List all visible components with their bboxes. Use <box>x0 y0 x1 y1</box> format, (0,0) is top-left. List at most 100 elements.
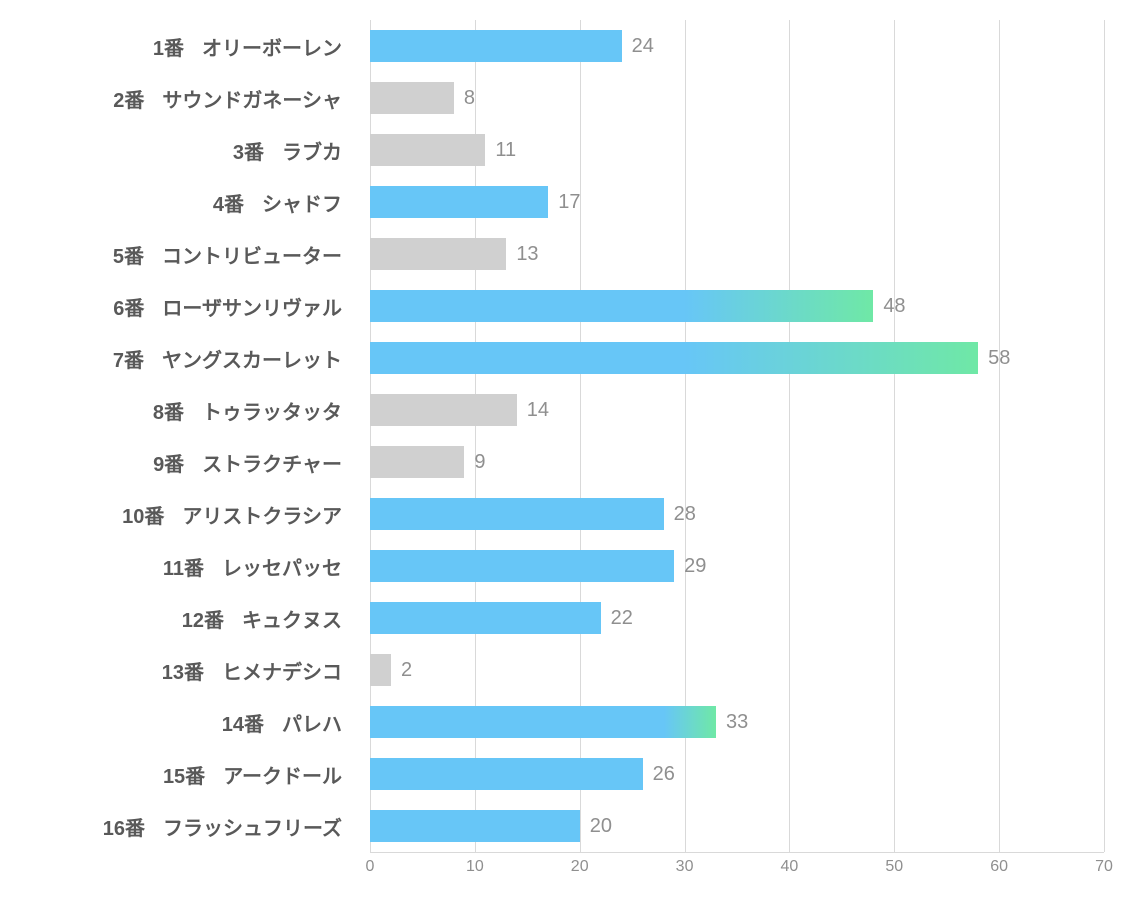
chart-row: 10番アリストクラシア28 <box>10 488 1104 540</box>
row-plot: 48 <box>370 280 1104 332</box>
chart-row: 1番オリーボーレン 24 <box>10 20 1104 72</box>
row-name: パレハ <box>282 708 342 737</box>
bar-value: 11 <box>495 139 516 162</box>
row-name: ラブカ <box>282 136 342 165</box>
chart-row: 2番サウンドガネーシャ8 <box>10 72 1104 124</box>
row-label: 12番キュクヌス <box>10 604 370 633</box>
bar-value: 9 <box>474 451 485 474</box>
row-plot: 14 <box>370 384 1104 436</box>
chart-row: 15番アークドール 26 <box>10 748 1104 800</box>
chart-row: 16番フラッシュフリーズ20 <box>10 800 1104 852</box>
x-axis: 010203040506070 <box>10 852 1104 882</box>
chart-row: 3番ラブカ 11 <box>10 124 1104 176</box>
row-name: ストラクチャー <box>202 448 342 477</box>
bar <box>370 342 978 374</box>
bar <box>370 498 664 530</box>
bar-value: 29 <box>684 555 706 578</box>
row-label: 14番パレハ <box>10 708 370 737</box>
row-number: 5番 <box>92 240 162 269</box>
row-number: 8番 <box>132 396 202 425</box>
bar <box>370 602 601 634</box>
row-plot: 9 <box>370 436 1104 488</box>
row-number: 12番 <box>172 604 242 633</box>
row-name: アークドール <box>223 760 342 789</box>
row-name: トゥラッタッタ <box>202 396 342 425</box>
x-tick-label: 30 <box>676 858 694 876</box>
row-number: 13番 <box>152 656 222 685</box>
x-tick-label: 40 <box>781 858 799 876</box>
row-number: 10番 <box>112 500 182 529</box>
row-number: 6番 <box>92 292 162 321</box>
row-number: 7番 <box>92 344 162 373</box>
chart-row: 6番ローザサンリヴァル48 <box>10 280 1104 332</box>
row-label: 11番レッセパッセ <box>10 552 370 581</box>
row-name: アリストクラシア <box>182 500 342 529</box>
row-label: 3番ラブカ <box>10 136 370 165</box>
x-tick-label: 20 <box>571 858 589 876</box>
chart-row: 14番パレハ 33 <box>10 696 1104 748</box>
bar <box>370 30 622 62</box>
bar <box>370 394 517 426</box>
row-plot: 26 <box>370 748 1104 800</box>
bar <box>370 810 580 842</box>
row-label: 9番ストラクチャー <box>10 448 370 477</box>
row-label: 4番シャドフ <box>10 188 370 217</box>
row-plot: 58 <box>370 332 1104 384</box>
row-name: ヤングスカーレット <box>162 344 342 373</box>
bar-value: 24 <box>632 35 654 58</box>
chart-row: 9番ストラクチャー 9 <box>10 436 1104 488</box>
x-tick-label: 50 <box>885 858 903 876</box>
row-name: キュクヌス <box>242 604 342 633</box>
row-number: 3番 <box>212 136 282 165</box>
bar-value: 13 <box>516 243 538 266</box>
row-name: オリーボーレン <box>202 32 342 61</box>
bar-value: 58 <box>988 347 1010 370</box>
bar <box>370 134 485 166</box>
row-name: コントリビューター <box>162 240 342 269</box>
row-plot: 22 <box>370 592 1104 644</box>
row-label: 15番アークドール <box>10 760 370 789</box>
row-plot: 8 <box>370 72 1104 124</box>
x-tick-label: 60 <box>990 858 1008 876</box>
bar-value: 20 <box>590 815 612 838</box>
row-plot: 13 <box>370 228 1104 280</box>
bar-value: 2 <box>401 659 412 682</box>
row-number: 14番 <box>212 708 282 737</box>
row-label: 10番アリストクラシア <box>10 500 370 529</box>
row-label: 5番コントリビューター <box>10 240 370 269</box>
bar <box>370 706 716 738</box>
row-label: 6番ローザサンリヴァル <box>10 292 370 321</box>
row-label: 1番オリーボーレン <box>10 32 370 61</box>
row-label: 2番サウンドガネーシャ <box>10 84 370 113</box>
axis-line <box>370 852 1104 853</box>
row-number: 9番 <box>132 448 202 477</box>
chart-row: 4番シャドフ 17 <box>10 176 1104 228</box>
row-name: シャドフ <box>262 188 342 217</box>
row-name: レッセパッセ <box>222 552 342 581</box>
bar-value: 26 <box>653 763 675 786</box>
row-number: 15番 <box>153 760 223 789</box>
row-name: ローザサンリヴァル <box>162 292 342 321</box>
row-plot: 11 <box>370 124 1104 176</box>
bar <box>370 758 643 790</box>
chart-row: 11番レッセパッセ 29 <box>10 540 1104 592</box>
chart-row: 5番コントリビューター 13 <box>10 228 1104 280</box>
bar <box>370 238 506 270</box>
bar <box>370 290 873 322</box>
axis-spacer <box>10 852 370 882</box>
row-plot: 33 <box>370 696 1104 748</box>
bar-value: 33 <box>726 711 748 734</box>
row-plot: 2 <box>370 644 1104 696</box>
row-name: ヒメナデシコ <box>222 656 342 685</box>
row-number: 11番 <box>152 552 222 581</box>
bar <box>370 446 464 478</box>
row-number: 2番 <box>92 84 162 113</box>
bar-value: 14 <box>527 399 549 422</box>
row-plot: 28 <box>370 488 1104 540</box>
x-tick-label: 0 <box>366 858 375 876</box>
chart-row: 13番ヒメナデシコ 2 <box>10 644 1104 696</box>
row-name: サウンドガネーシャ <box>162 84 342 113</box>
row-plot: 20 <box>370 800 1104 852</box>
bar-value: 17 <box>558 191 580 214</box>
row-number: 4番 <box>192 188 262 217</box>
